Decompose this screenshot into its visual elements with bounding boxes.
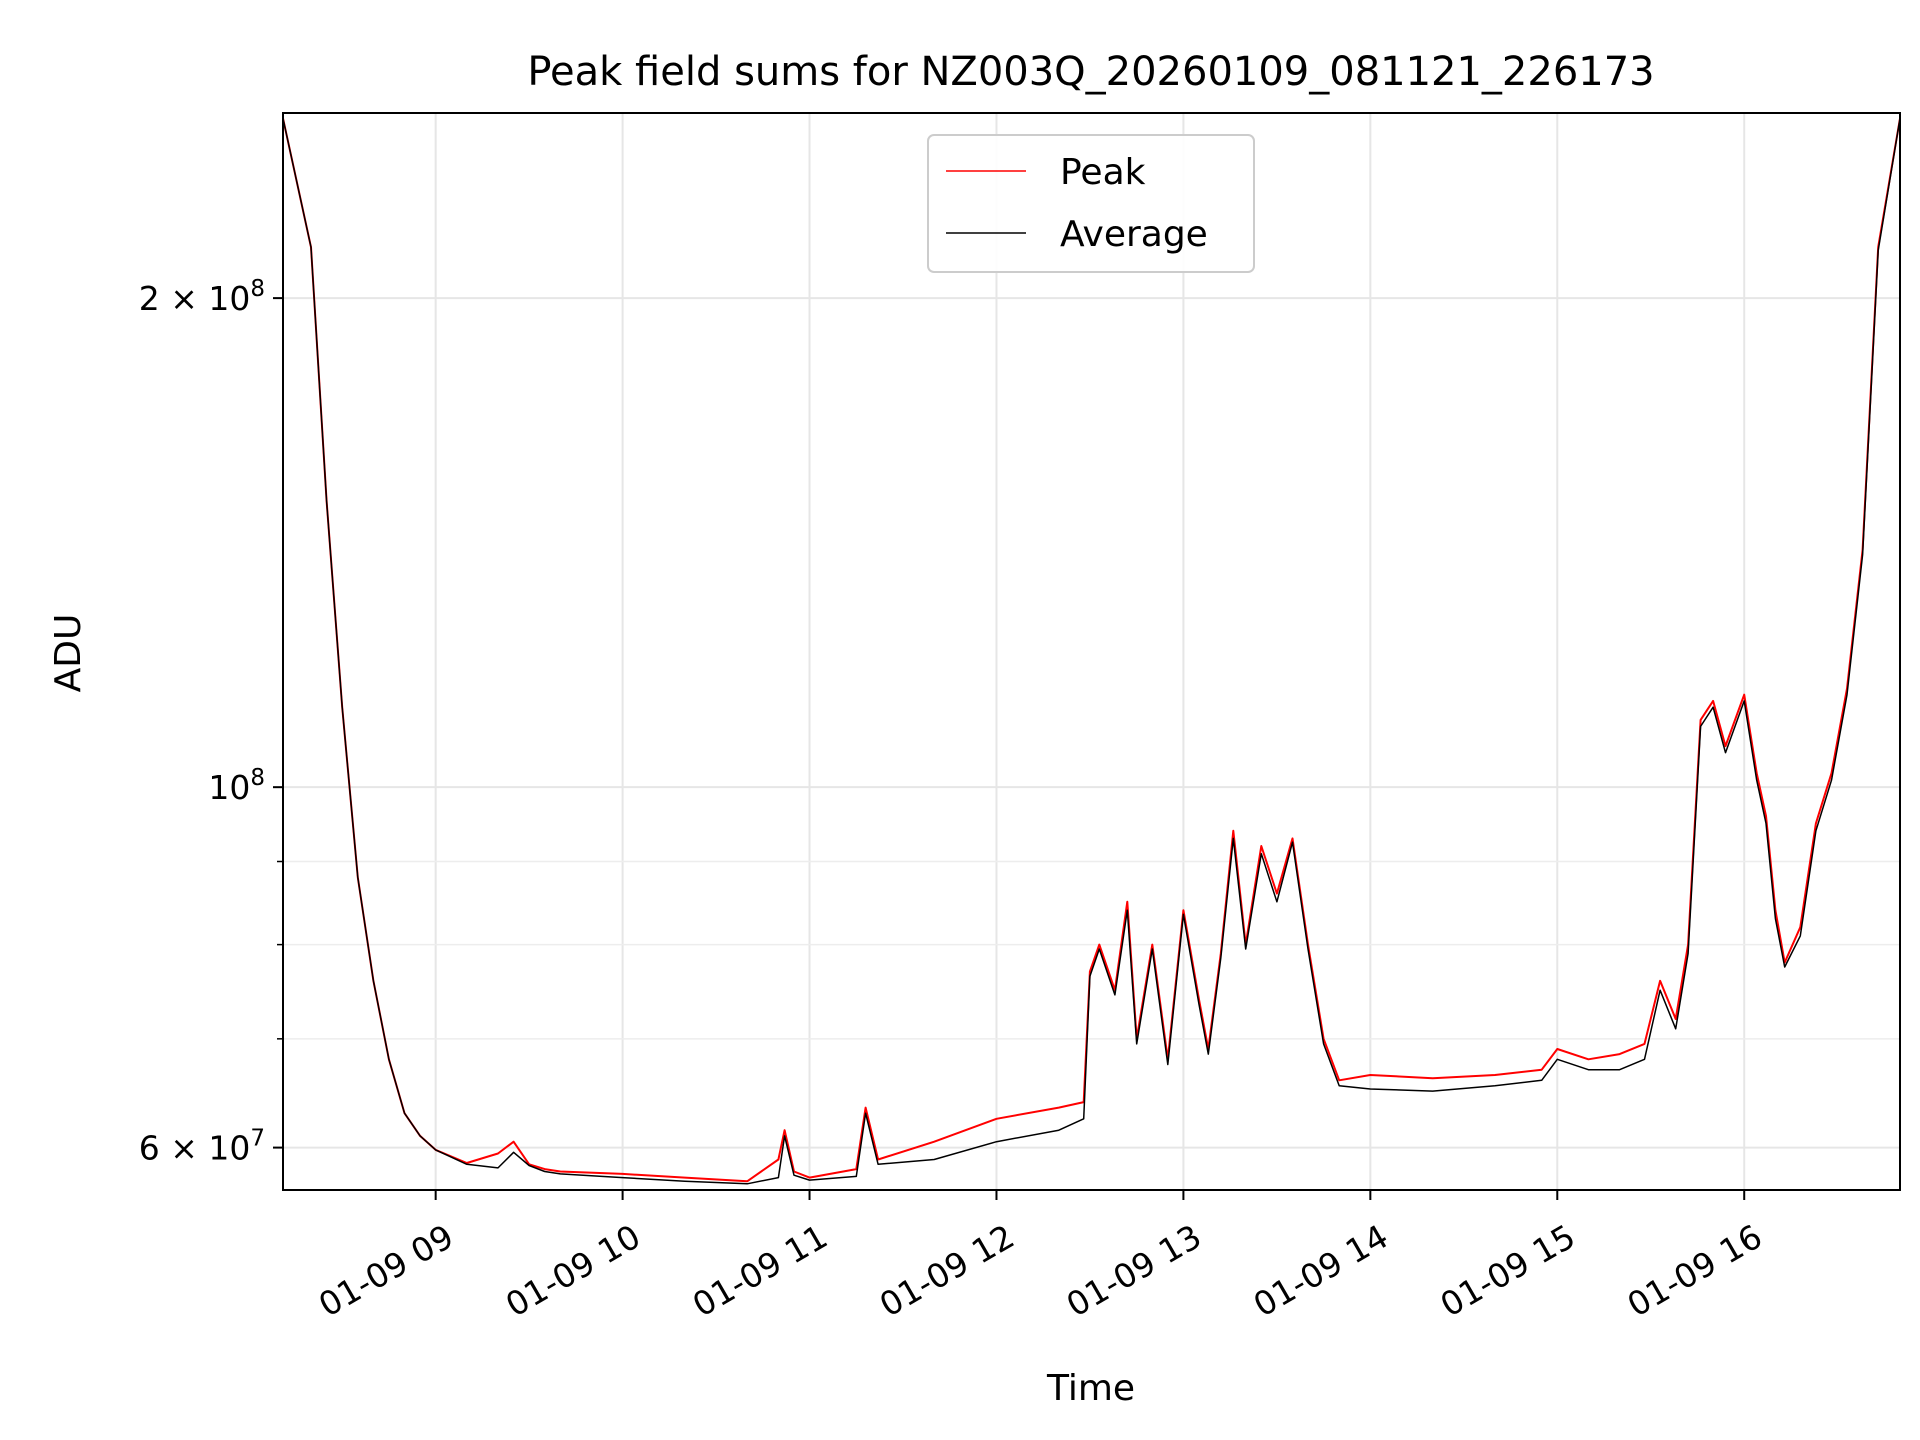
- x-tick-label: 01-09 12: [873, 1217, 1021, 1325]
- legend-label-peak: Peak: [1060, 152, 1146, 193]
- legend: Peak Average: [927, 134, 1255, 273]
- series-line-average: [283, 118, 1900, 1185]
- grid: [283, 113, 1900, 1190]
- chart-title: Peak field sums for NZ003Q_20260109_0811…: [527, 49, 1654, 95]
- x-tick-label: 01-09 11: [686, 1217, 834, 1325]
- x-axis: 01-09 09 01-09 10 01-09 11 01-09 12 01-09 13…: [312, 1190, 1769, 1325]
- y-tick-label: 2 × 108: [139, 276, 265, 318]
- plot-series: [283, 118, 1900, 1185]
- x-tick-label: 01-09 13: [1060, 1217, 1208, 1325]
- y-axis-label: ADU: [48, 614, 89, 693]
- x-tick-label: 01-09 15: [1434, 1217, 1582, 1325]
- y-axis: 6 × 107 108 2 × 108: [139, 276, 283, 1168]
- x-tick-label: 01-09 16: [1621, 1217, 1769, 1325]
- x-tick-label: 01-09 09: [312, 1217, 460, 1325]
- x-axis-label: Time: [1046, 1368, 1135, 1409]
- legend-box: [927, 134, 1255, 273]
- series-line-peak: [283, 118, 1900, 1183]
- y-tick-label: 108: [208, 765, 265, 807]
- x-tick-label: 01-09 14: [1247, 1217, 1395, 1325]
- y-tick-label: 6 × 107: [139, 1126, 265, 1168]
- plot-area-frame: [282, 112, 1901, 1191]
- legend-label-average: Average: [1060, 214, 1208, 255]
- x-tick-label: 01-09 10: [499, 1217, 647, 1325]
